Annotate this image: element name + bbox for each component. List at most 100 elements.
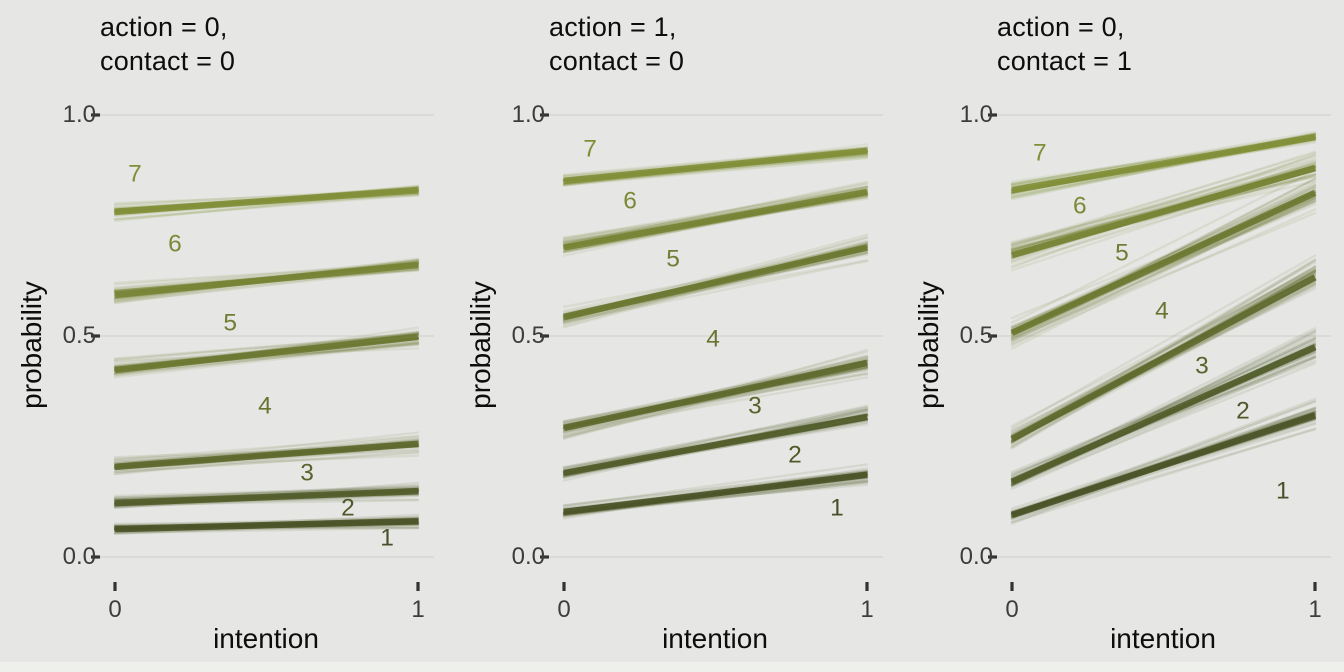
facet-title-line1: action = 1, bbox=[549, 12, 677, 42]
cumulative-line-k3 bbox=[1010, 254, 1317, 450]
posterior-draw bbox=[1010, 397, 1317, 516]
posterior-draw bbox=[113, 486, 420, 500]
posterior-draw bbox=[562, 366, 869, 438]
y-tick-label: 0.0 bbox=[62, 543, 96, 570]
y-tick-label: 0.0 bbox=[959, 543, 993, 570]
cumulative-line-k3 bbox=[113, 431, 420, 476]
posterior-draw bbox=[1010, 280, 1317, 444]
y-tick-label: 1.0 bbox=[511, 101, 545, 128]
posterior-draw bbox=[562, 419, 869, 478]
posterior-draw bbox=[1010, 410, 1317, 513]
posterior-draw bbox=[113, 486, 420, 497]
posterior-draw bbox=[113, 193, 420, 221]
posterior-draw bbox=[1010, 362, 1317, 488]
posterior-draw bbox=[1010, 427, 1317, 521]
posterior-draw bbox=[1010, 336, 1317, 478]
x-tick-label: 1 bbox=[411, 596, 425, 623]
posterior-draw bbox=[562, 183, 869, 245]
band-label-5: 5 bbox=[1115, 240, 1129, 267]
cumulative-line-k1 bbox=[1010, 397, 1317, 525]
x-tick-label: 0 bbox=[108, 596, 122, 623]
posterior-draw bbox=[562, 376, 869, 433]
cumulative-line-k4 bbox=[562, 233, 869, 329]
x-axis-title: intention bbox=[1110, 623, 1216, 654]
cumulative-line-k1 bbox=[113, 513, 420, 536]
band-label-5: 5 bbox=[223, 309, 237, 336]
x-tick-label: 0 bbox=[1005, 596, 1019, 623]
cumulative-line-k2 bbox=[562, 404, 869, 482]
band-label-1: 1 bbox=[1276, 477, 1290, 504]
posterior-draw bbox=[562, 243, 869, 313]
posterior-draw bbox=[1010, 184, 1317, 330]
band-label-7: 7 bbox=[128, 160, 142, 187]
posterior-draw bbox=[562, 259, 869, 324]
band-label-1: 1 bbox=[380, 525, 394, 552]
posterior-draw bbox=[113, 342, 420, 379]
x-tick-label: 1 bbox=[860, 596, 874, 623]
posterior-draw bbox=[1010, 157, 1317, 247]
band-label-3: 3 bbox=[748, 392, 762, 419]
facet-title: action = 0, contact = 1 bbox=[997, 10, 1132, 78]
band-label-5: 5 bbox=[666, 245, 680, 272]
cumulative-line-core bbox=[563, 471, 868, 516]
posterior-draw bbox=[113, 331, 420, 367]
facet-title-line2: contact = 1 bbox=[997, 46, 1133, 76]
posterior-draw bbox=[1010, 268, 1317, 428]
band-label-4: 4 bbox=[1155, 297, 1169, 324]
posterior-draw bbox=[1010, 418, 1317, 521]
cumulative-line-core bbox=[1010, 412, 1317, 519]
posterior-draw bbox=[113, 483, 420, 501]
posterior-draw bbox=[562, 252, 869, 324]
posterior-draw bbox=[113, 486, 420, 499]
x-tick-label: 1 bbox=[1308, 596, 1322, 623]
posterior-draw bbox=[113, 516, 420, 527]
posterior-draw bbox=[1010, 354, 1317, 486]
posterior-draw bbox=[1010, 169, 1317, 324]
posterior-draw bbox=[1010, 138, 1317, 199]
facet-title-line2: contact = 0 bbox=[100, 46, 236, 76]
cumulative-line-k4 bbox=[1010, 169, 1317, 350]
band-label-6: 6 bbox=[168, 231, 182, 258]
posterior-draw bbox=[113, 431, 420, 466]
posterior-draw bbox=[1010, 258, 1317, 440]
cumulative-line-core bbox=[563, 413, 868, 477]
cumulative-line-core bbox=[563, 359, 868, 432]
posterior-draw bbox=[1010, 327, 1317, 482]
y-tick-label: 1.0 bbox=[959, 101, 993, 128]
posterior-draw bbox=[113, 268, 420, 303]
posterior-draw bbox=[113, 437, 420, 465]
posterior-draw bbox=[1010, 211, 1317, 340]
posterior-draw bbox=[562, 153, 869, 186]
posterior-draw bbox=[1010, 266, 1317, 434]
posterior-draw bbox=[1010, 197, 1317, 345]
band-label-4: 4 bbox=[706, 326, 720, 353]
band-label-2: 2 bbox=[1236, 397, 1250, 424]
y-tick-label: 0.5 bbox=[959, 322, 993, 349]
posterior-draw bbox=[1010, 407, 1317, 510]
posterior-draw bbox=[1010, 132, 1317, 186]
posterior-draw bbox=[1010, 194, 1317, 350]
posterior-draw bbox=[562, 407, 869, 472]
posterior-draw bbox=[1010, 163, 1317, 245]
cumulative-line-core bbox=[1010, 189, 1317, 336]
cumulative-line-k1 bbox=[562, 463, 869, 520]
posterior-draw bbox=[1010, 254, 1317, 430]
posterior-draw bbox=[1010, 174, 1317, 265]
posterior-draw bbox=[562, 185, 869, 241]
posterior-draw bbox=[113, 341, 420, 377]
band-label-3: 3 bbox=[300, 460, 314, 487]
posterior-draw bbox=[562, 463, 869, 508]
posterior-draw bbox=[113, 340, 420, 377]
posterior-draw bbox=[1010, 159, 1317, 248]
posterior-draw bbox=[113, 332, 420, 362]
posterior-draw bbox=[562, 156, 869, 187]
posterior-draw bbox=[563, 251, 868, 322]
y-tick-label: 0.5 bbox=[62, 322, 96, 349]
posterior-draw bbox=[1010, 198, 1317, 342]
posterior-draw bbox=[1010, 356, 1317, 487]
cumulative-line-k6 bbox=[1010, 130, 1317, 201]
cumulative-line-core bbox=[114, 517, 419, 533]
cumulative-line-core bbox=[1010, 274, 1317, 442]
posterior-draw bbox=[113, 526, 420, 535]
y-tick-label: 0.0 bbox=[511, 543, 545, 570]
